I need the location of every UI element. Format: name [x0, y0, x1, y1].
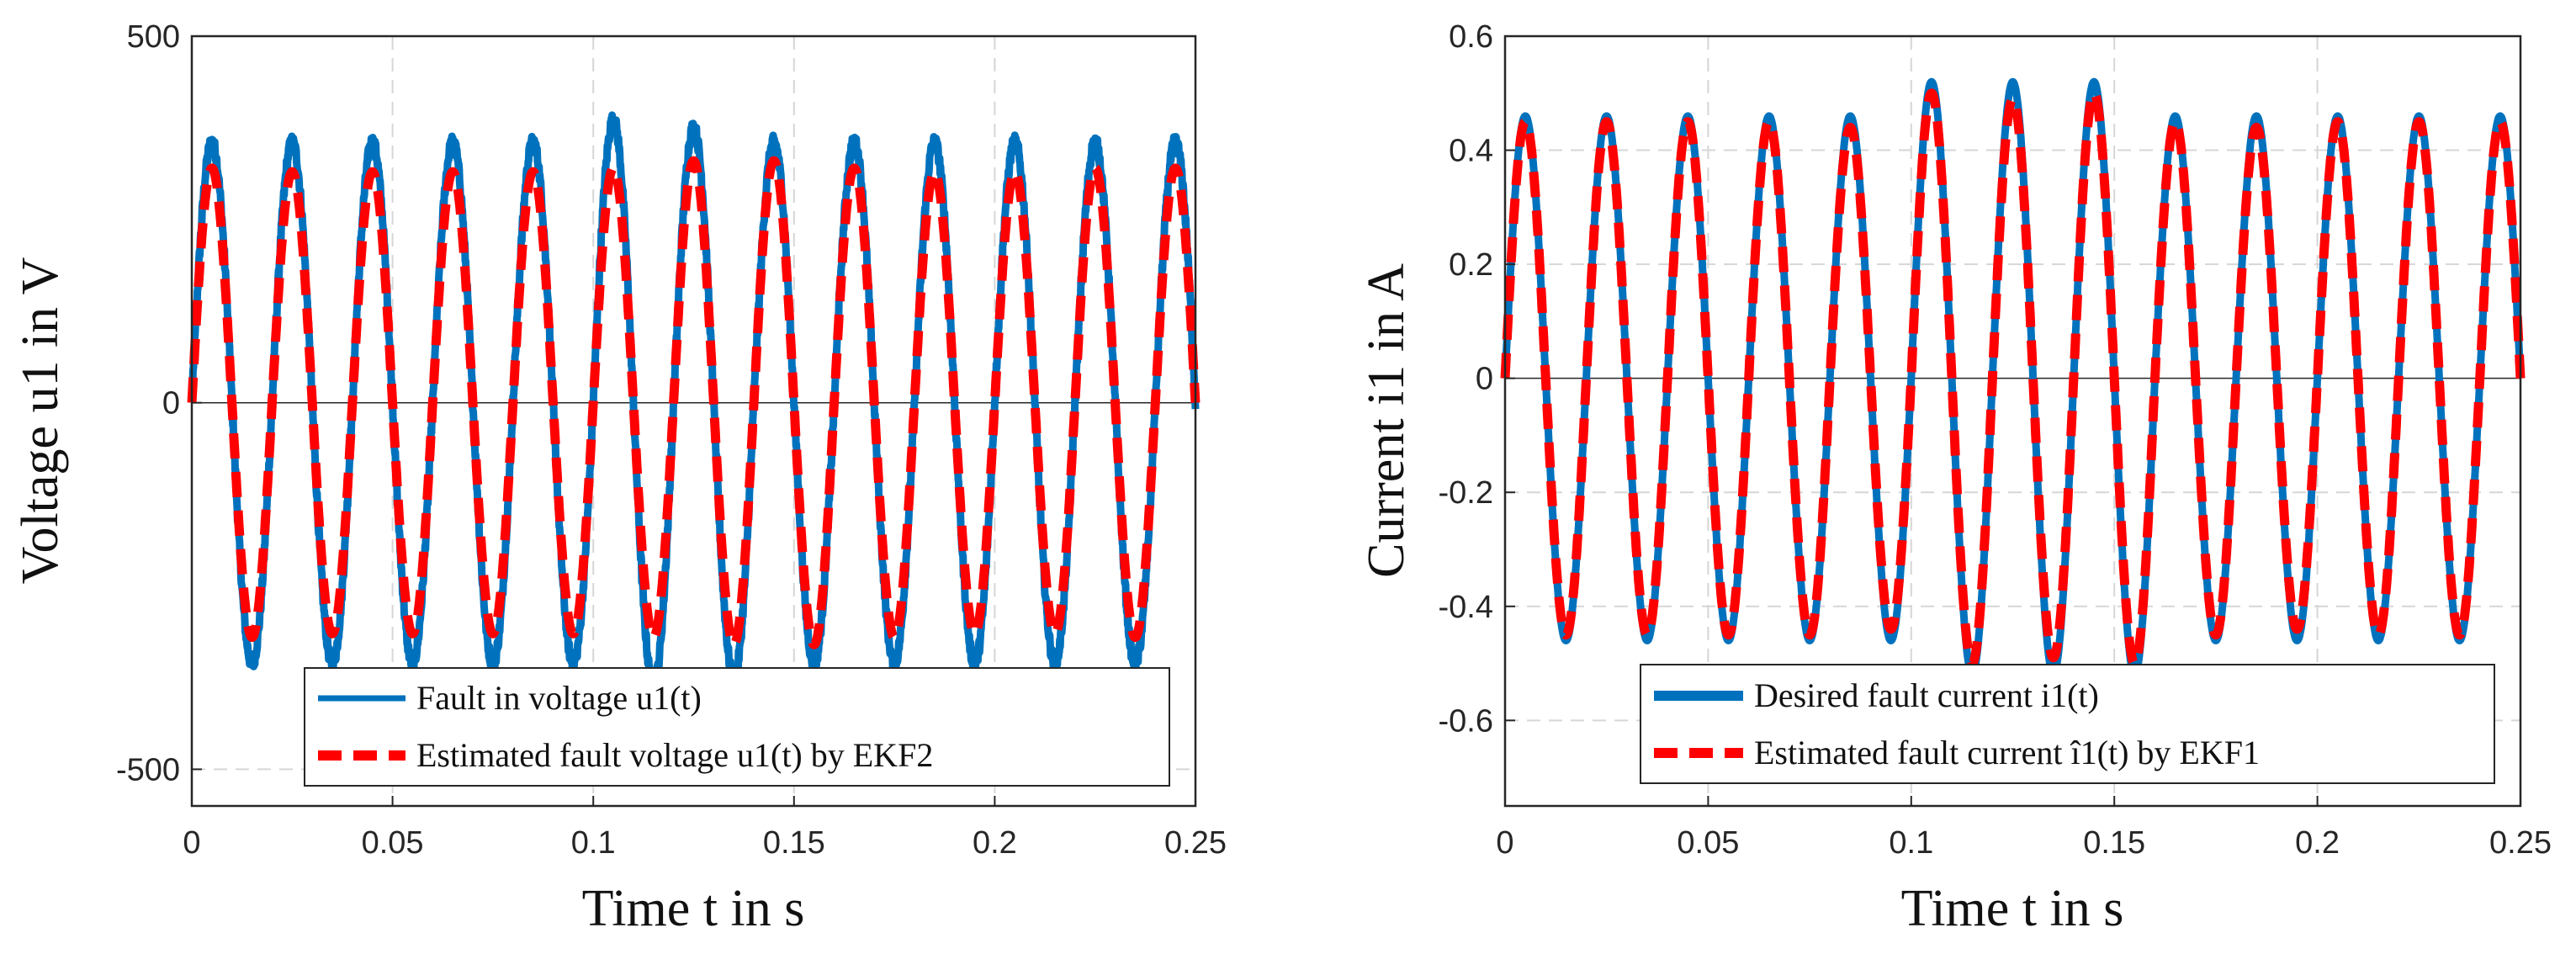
voltage-x-tick-label: 0.1 [571, 825, 616, 861]
current-legend-label-estimated: Estimated fault current î1(t) by EKF1 [1754, 734, 2260, 771]
current-legend-label-desired: Desired fault current i1(t) [1754, 676, 2099, 714]
current-x-ticks: 0 0.05 0.1 0.15 0.2 0.25 [1496, 796, 2552, 861]
voltage-legend-box [304, 667, 1170, 787]
current-x-tick-label: 0.2 [2295, 825, 2340, 861]
voltage-x-tick-label: 0 [183, 825, 200, 861]
current-x-tick-label: 0 [1496, 825, 1513, 861]
voltage-y-tick-label: 0 [162, 386, 180, 421]
voltage-x-ticks: 0 0.05 0.1 0.15 0.2 0.25 [183, 796, 1227, 861]
current-x-tick-label: 0.05 [1677, 825, 1739, 861]
current-y-tick-label: 0.6 [1449, 19, 1493, 55]
current-axes-frame [1503, 34, 2522, 808]
current-y-tick-label: -0.6 [1439, 703, 1493, 739]
current-y-tick-label: 0 [1476, 362, 1493, 397]
voltage-y-tick-label: -500 [116, 752, 180, 787]
current-y-ticks: 0.6 0.4 0.2 0 -0.2 -0.4 -0.6 [1439, 19, 1515, 739]
voltage-legend: Fault in voltage u1(t) Estimated fault v… [304, 667, 1170, 787]
voltage-legend-label-estimated: Estimated fault voltage u1(t) by EKF2 [416, 736, 933, 774]
voltage-x-tick-label: 0.2 [973, 825, 1017, 861]
voltage-x-tick-label: 0.15 [763, 825, 825, 861]
current-y-tick-label: 0.2 [1449, 247, 1493, 283]
current-y-tick-label: -0.2 [1439, 475, 1493, 511]
voltage-series [187, 111, 1201, 696]
voltage-x-tick-label: 0.05 [362, 825, 424, 861]
current-x-axis-label: Time t in s [1901, 880, 2124, 937]
current-x-tick-label: 0.15 [2083, 825, 2145, 861]
current-legend-box [1640, 664, 2495, 784]
current-y-tick-label: 0.4 [1449, 134, 1493, 169]
voltage-y-axis-label: Voltage u1 in V [12, 257, 69, 584]
voltage-y-ticks: 500 0 -500 [116, 19, 202, 787]
voltage-legend-label-measured: Fault in voltage u1(t) [416, 679, 702, 717]
current-series-measured-line [1501, 77, 2525, 679]
voltage-series-estimated-line [187, 156, 1201, 649]
voltage-axes-frame [190, 34, 1197, 808]
current-series [1500, 77, 2526, 679]
current-x-tick-label: 0.25 [2489, 825, 2552, 861]
current-chart: 0 0.05 0.1 0.15 0.2 0.25 0.6 0.4 0.2 0 -0.2 -0.4 -0… [1358, 19, 2552, 937]
current-legend: Desired fault current i1(t) Estimated fa… [1640, 664, 2495, 784]
current-y-axis-label: Current i1 in A [1358, 263, 1415, 578]
current-x-tick-label: 0.1 [1889, 825, 1933, 861]
voltage-y-tick-label: 500 [127, 19, 180, 55]
voltage-chart: 0 0.05 0.1 0.15 0.2 0.25 500 0 -500 Time t in s… [12, 19, 1227, 937]
voltage-x-tick-label: 0.25 [1164, 825, 1227, 861]
current-y-tick-label: -0.4 [1439, 590, 1493, 625]
voltage-x-axis-label: Time t in s [582, 880, 805, 937]
